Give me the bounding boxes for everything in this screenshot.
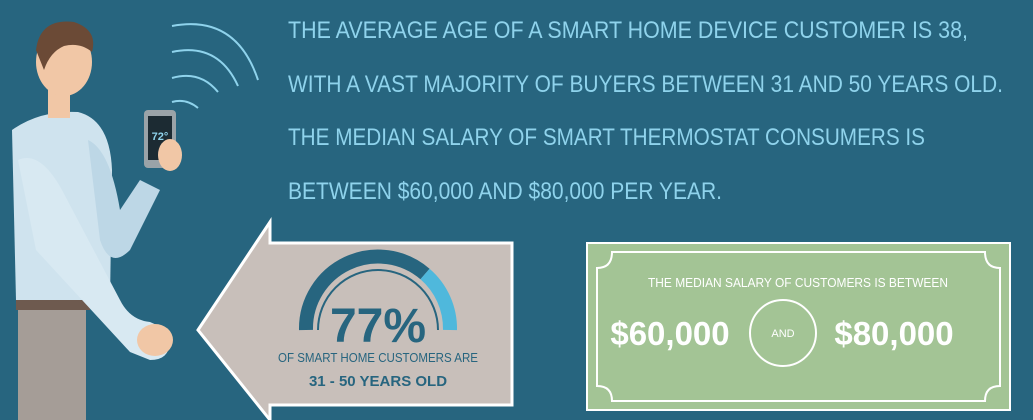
bill (586, 242, 1011, 411)
and-label: AND (771, 328, 794, 340)
percent: 77% (330, 300, 426, 353)
arrow-callout (196, 217, 514, 420)
gauge-arc-rest (420, 268, 457, 331)
bill-border (596, 251, 1001, 402)
gauge-arc (298, 249, 430, 331)
headline-line: BETWEEN $60,000 AND $80,000 PER YEAR. (288, 178, 722, 205)
phone-screen: 72° (152, 131, 169, 143)
age-range: 31 - 50 YEARS OLD (309, 373, 447, 390)
man-illustration: 72° (12, 21, 182, 420)
and-circle (749, 299, 817, 367)
bill-title: THE MEDIAN SALARY OF CUSTOMERS IS BETWEE… (648, 275, 948, 290)
headline-line: WITH A VAST MAJORITY OF BUYERS BETWEEN 3… (288, 71, 1003, 98)
signal-waves (171, 23, 259, 109)
caption: OF SMART HOME CUSTOMERS ARE (278, 350, 478, 365)
gauge-inner (317, 269, 439, 331)
headline-line: THE MEDIAN SALARY OF SMART THERMOSTAT CO… (288, 124, 925, 151)
headline-line: THE AVERAGE AGE OF A SMART HOME DEVICE C… (288, 17, 968, 44)
salary-high: $80,000 (834, 315, 953, 352)
salary-low: $60,000 (610, 315, 729, 352)
